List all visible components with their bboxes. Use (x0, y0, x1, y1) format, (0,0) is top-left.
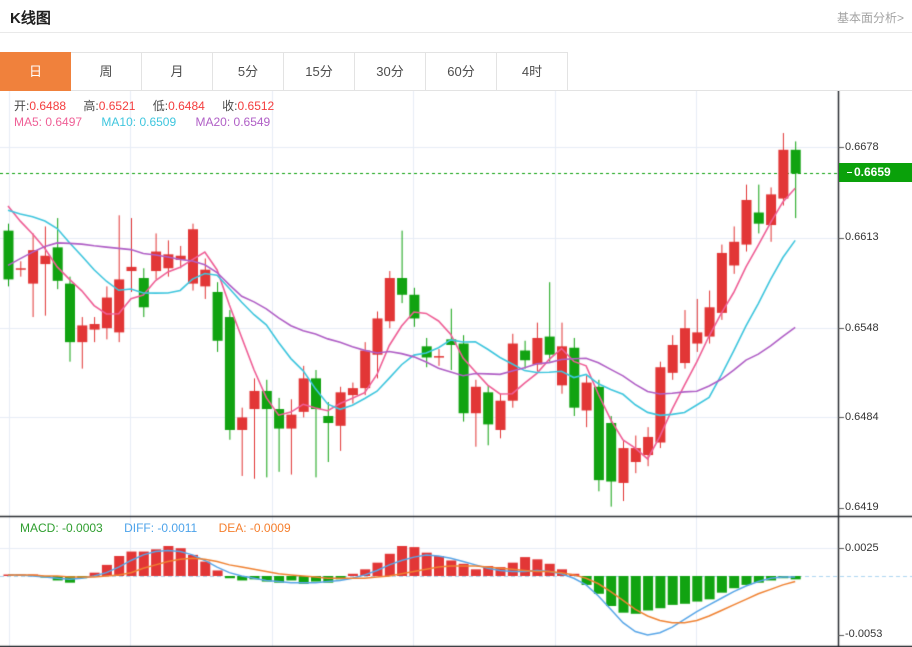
price-axis-label: 0.6678 (845, 141, 879, 153)
macd-axis-label: 0.0025 (845, 542, 879, 554)
tab-week[interactable]: 周 (71, 52, 142, 91)
interval-tabs: 日 周 月 5分 15分 30分 60分 4时 (0, 52, 912, 91)
diff-value: DIFF: -0.0011 (124, 521, 198, 535)
current-price-badge: 0.6659 (839, 163, 912, 182)
chart-area: 开:0.6488 高:0.6521 低:0.6484 收:0.6512 MA5:… (0, 91, 912, 647)
open-value: 0.6488 (29, 99, 67, 113)
fundamental-analysis-link[interactable]: 基本面分析> (836, 11, 904, 25)
ma10-legend: MA10: 0.6509 (101, 115, 177, 129)
tab-60min[interactable]: 60分 (426, 52, 497, 91)
low-value: 0.6484 (168, 99, 205, 113)
ma20-legend: MA20: 0.6549 (195, 115, 271, 129)
tab-4hour[interactable]: 4时 (497, 52, 568, 91)
open-label: 开: (14, 99, 30, 113)
macd-value: MACD: -0.0003 (20, 521, 103, 535)
page-title: K线图 (10, 10, 51, 27)
dea-value: DEA: -0.0009 (218, 521, 291, 535)
price-axis-label: 0.6548 (845, 322, 879, 334)
price-axis-label: 0.6484 (845, 411, 879, 423)
close-value: 0.6512 (237, 99, 275, 113)
macd-legend: MACD: -0.0003 DIFF: -0.0011 DEA: -0.0009 (20, 521, 291, 535)
ma-legend: MA5: 0.6497 MA10: 0.6509 MA20: 0.6549 (14, 115, 270, 129)
high-value: 0.6521 (98, 99, 136, 113)
close-label: 收: (222, 99, 238, 113)
ma5-legend: MA5: 0.6497 (14, 115, 83, 129)
ohlc-legend: 开:0.6488 高:0.6521 低:0.6484 收:0.6512 (14, 97, 288, 114)
tab-5min[interactable]: 5分 (213, 52, 284, 91)
page-header: K线图 基本面分析> (0, 0, 912, 33)
kline-canvas[interactable] (0, 91, 912, 647)
tab-30min[interactable]: 30分 (355, 52, 426, 91)
tab-month[interactable]: 月 (142, 52, 213, 91)
low-label: 低: (152, 99, 169, 113)
high-label: 高: (83, 99, 99, 113)
price-axis-label: 0.6419 (845, 501, 879, 513)
tab-15min[interactable]: 15分 (284, 52, 355, 91)
macd-axis-label: -0.0053 (845, 628, 883, 640)
price-axis-label: 0.6613 (845, 231, 879, 243)
tab-day[interactable]: 日 (0, 52, 71, 91)
